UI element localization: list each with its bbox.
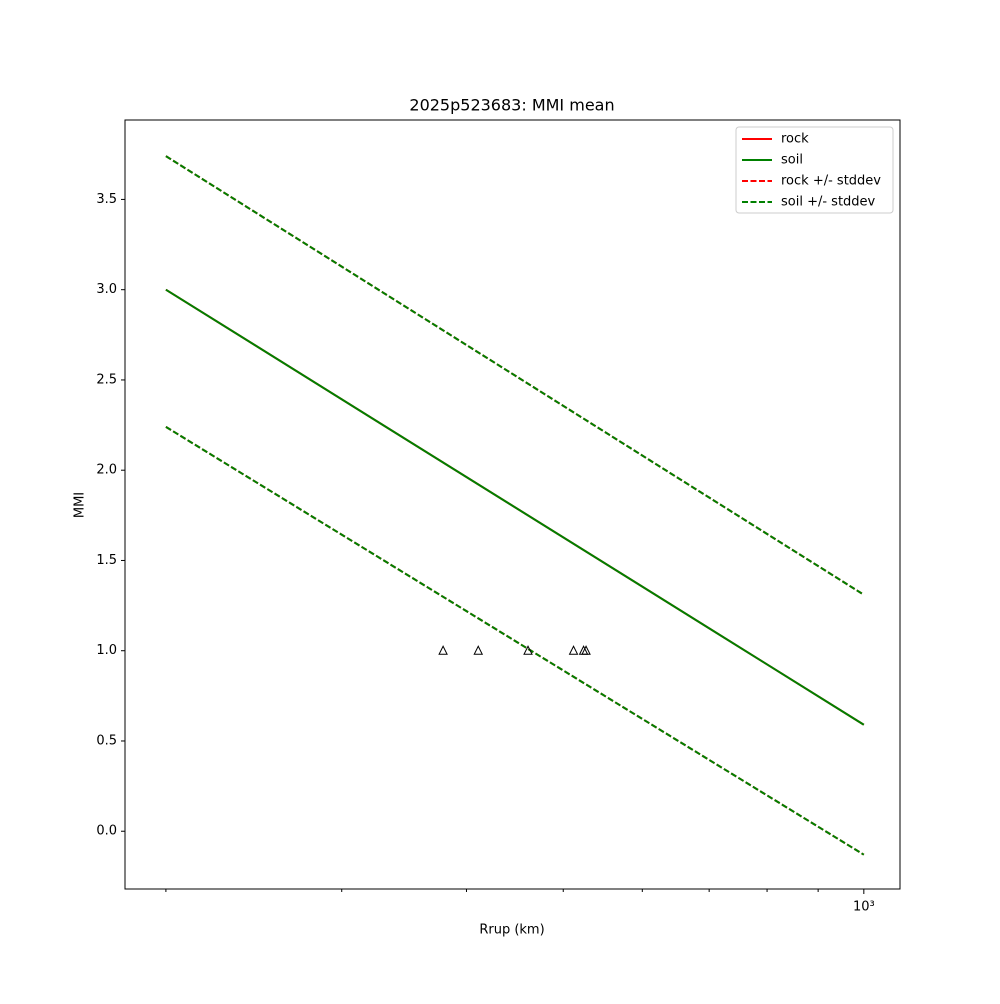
x-tick-label: 10³ bbox=[853, 900, 875, 915]
observation-marker bbox=[438, 645, 448, 655]
legend-label: rock +/- stddev bbox=[781, 174, 881, 189]
y-tick-label: 2.0 bbox=[96, 463, 117, 478]
axes-frame bbox=[124, 119, 901, 890]
legend-label: soil bbox=[781, 153, 803, 168]
observation-marker bbox=[523, 645, 533, 655]
y-tick-label: 0.0 bbox=[96, 824, 117, 839]
chart-title: 2025p523683: MMI mean bbox=[409, 96, 614, 115]
legend-label: rock bbox=[781, 132, 809, 147]
legend-label: soil +/- stddev bbox=[781, 195, 876, 210]
observation-marker bbox=[581, 645, 591, 655]
y-tick-label: 1.5 bbox=[96, 553, 117, 568]
y-tick-label: 2.5 bbox=[96, 372, 117, 387]
legend-box bbox=[735, 126, 894, 214]
y-axis-label: MMI bbox=[73, 492, 88, 518]
series-line-lower bbox=[165, 426, 865, 856]
observation-marker bbox=[568, 645, 579, 655]
y-tick-label: 1.0 bbox=[96, 643, 117, 658]
x-axis-label: Rrup (km) bbox=[479, 923, 544, 938]
y-tick-label: 3.5 bbox=[96, 192, 117, 207]
y-tick-label: 0.5 bbox=[96, 733, 117, 748]
series-line bbox=[165, 288, 865, 726]
y-tick-label: 3.0 bbox=[96, 282, 117, 297]
series-line bbox=[165, 155, 865, 596]
observation-marker bbox=[473, 645, 484, 655]
